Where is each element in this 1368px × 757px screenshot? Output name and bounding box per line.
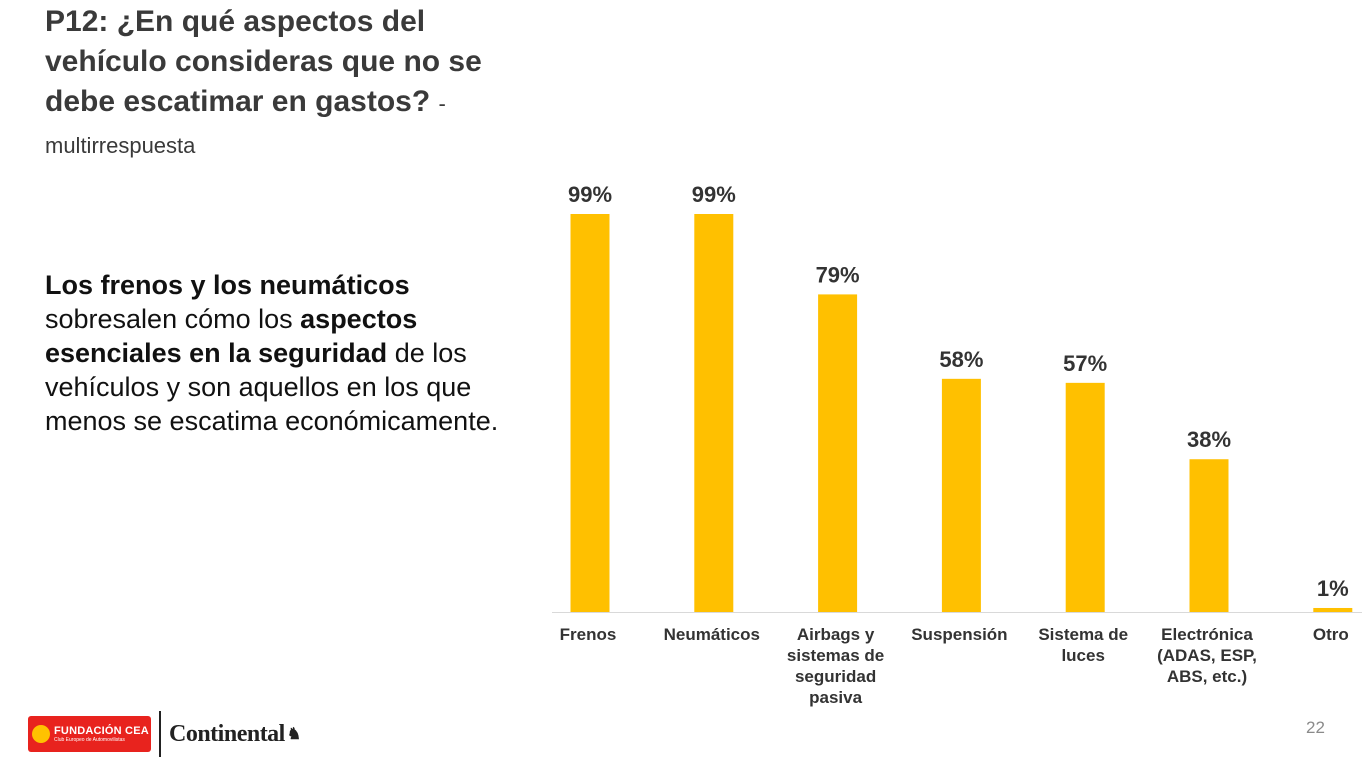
category-label: Frenos [560,625,617,644]
bar [694,214,734,612]
bar [1189,459,1229,612]
category-label: Airbags y sistemas de seguridad pasiva [787,625,884,707]
summary-text-1: sobresalen cómo los [45,304,293,334]
data-label: 99% [692,182,736,207]
data-label: 58% [939,347,983,372]
logo-divider [159,711,161,757]
fundacion-cea-logo: FUNDACIÓN CEA Club Europeo de Automovili… [28,716,151,752]
cea-sun-icon [32,725,50,743]
continental-logo: Continental ♞ [169,721,301,748]
page-number: 22 [1306,718,1325,737]
title-suffix: - multirrespuesta [45,91,446,158]
bar [570,214,610,612]
category-label: Electrónica (ADAS, ESP, ABS, etc.) [1157,625,1257,686]
summary-text-2: de los vehículos y son aquellos en los q… [45,338,499,436]
continental-logo-text: Continental [169,720,285,747]
bar [941,378,981,612]
bar [1065,382,1105,612]
data-label: 57% [1063,351,1107,376]
cea-logo-tagline: Club Europeo de Automovilistas [54,736,125,743]
data-label: 79% [816,262,860,287]
bar [818,294,858,612]
slide-title: P12: ¿En qué aspectos del vehículo consi… [45,2,515,166]
data-label: 1% [1317,576,1349,601]
summary-bold-1: Los frenos y los neumáticos [45,270,410,300]
data-label: 38% [1187,427,1231,452]
summary-bold-2: aspectos esenciales en la seguridad [45,304,418,368]
bar [1313,607,1353,612]
summary-text: Los frenos y los neumáticos sobresalen c… [45,268,515,438]
horse-icon: ♞ [286,726,301,743]
category-label: Suspensión [911,625,1007,644]
footer-logos: FUNDACIÓN CEA Club Europeo de Automovili… [28,711,301,757]
category-label: Otro [1313,625,1349,644]
title-main: P12: ¿En qué aspectos del vehículo consi… [45,5,482,118]
cea-logo-text: FUNDACIÓN CEA [54,724,149,737]
category-label: Sistema de luces [1038,625,1128,665]
data-label: 99% [568,182,612,207]
category-label: Neumáticos [664,625,760,644]
